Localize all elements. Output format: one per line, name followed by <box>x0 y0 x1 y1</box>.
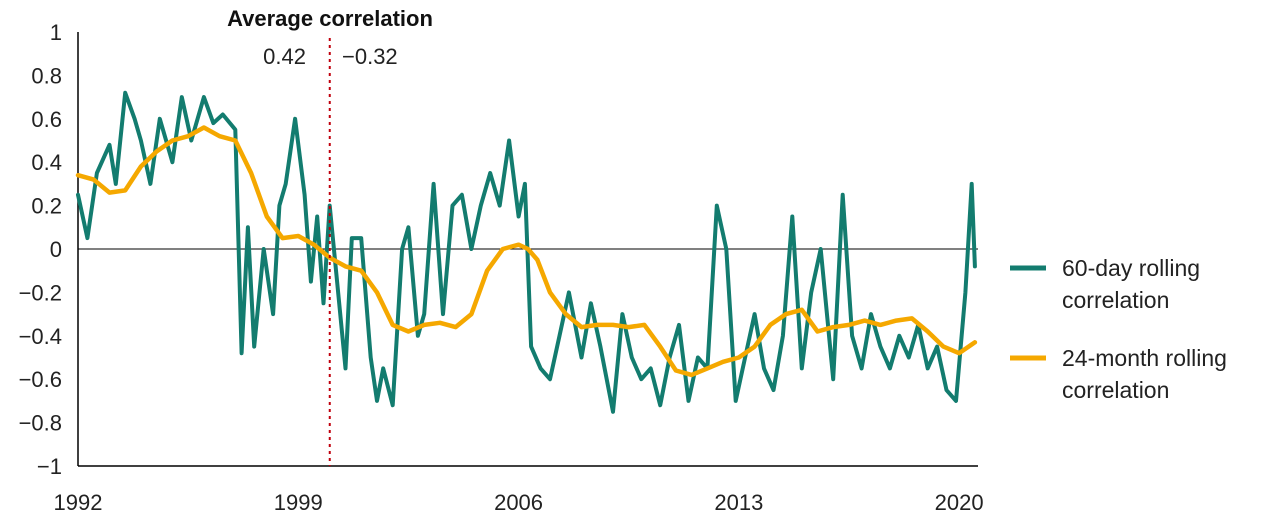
y-tick-label: −0.8 <box>19 411 62 436</box>
annotation-title: Average correlation <box>227 6 433 31</box>
x-tick-label: 2006 <box>494 490 543 515</box>
series-layer <box>75 90 978 414</box>
series-line-60-day <box>76 90 977 414</box>
series-line-24-month <box>75 125 978 378</box>
y-tick-label: 0.4 <box>31 150 62 175</box>
y-tick-label: 0.8 <box>31 63 62 88</box>
x-axis: 1992 1999 2006 2013 2020 <box>54 465 984 515</box>
y-tick-label: −0.6 <box>19 367 62 392</box>
annotation: Average correlation 0.42 −0.32 <box>227 6 433 466</box>
y-tick-label: −1 <box>37 454 62 479</box>
legend: 60-day rolling correlation 24-month roll… <box>1010 255 1227 403</box>
annotation-right-value: −0.32 <box>342 44 398 69</box>
x-tick-label: 1992 <box>54 490 103 515</box>
x-tick-label: 2013 <box>714 490 763 515</box>
y-tick-label: 0.6 <box>31 107 62 132</box>
legend-label-24m-line2: correlation <box>1062 377 1169 403</box>
legend-label-24m-line1: 24-month rolling <box>1062 345 1227 371</box>
y-tick-label: −0.4 <box>19 324 62 349</box>
y-tick-label: −0.2 <box>19 280 62 305</box>
y-tick-label: 0.2 <box>31 194 62 219</box>
legend-label-60d-line1: 60-day rolling <box>1062 255 1200 281</box>
y-tick-label: 0 <box>50 237 62 262</box>
x-tick-label: 1999 <box>274 490 323 515</box>
y-tick-label: 1 <box>50 20 62 45</box>
x-tick-label: 2020 <box>935 490 984 515</box>
annotation-left-value: 0.42 <box>263 44 306 69</box>
y-axis: 1 0.8 0.6 0.4 0.2 0 −0.2 −0.4 −0.6 −0.8 −1 <box>19 20 978 479</box>
legend-label-60d-line2: correlation <box>1062 287 1169 313</box>
